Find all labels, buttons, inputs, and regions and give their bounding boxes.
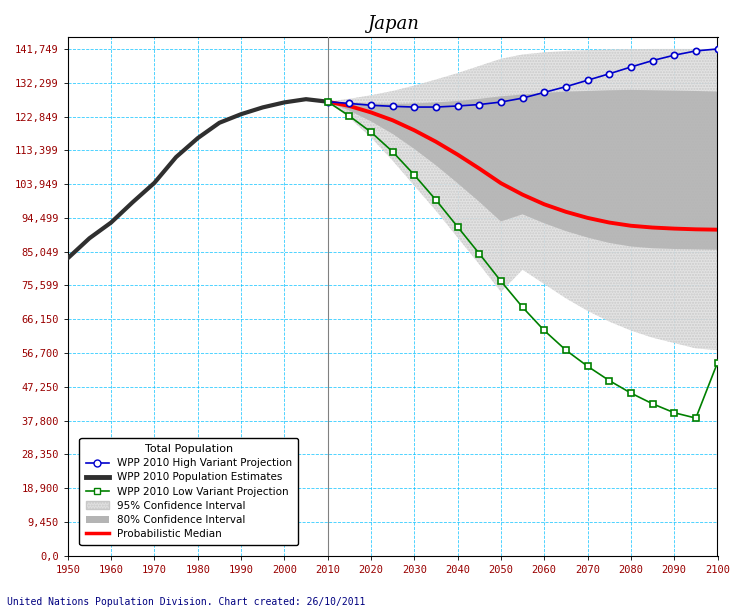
Legend: WPP 2010 High Variant Projection, WPP 2010 Population Estimates, WPP 2010 Low Va: WPP 2010 High Variant Projection, WPP 20… bbox=[80, 438, 298, 545]
Text: United Nations Population Division. Chart created: 26/10/2011: United Nations Population Division. Char… bbox=[7, 597, 366, 607]
Title: Japan: Japan bbox=[367, 15, 419, 33]
